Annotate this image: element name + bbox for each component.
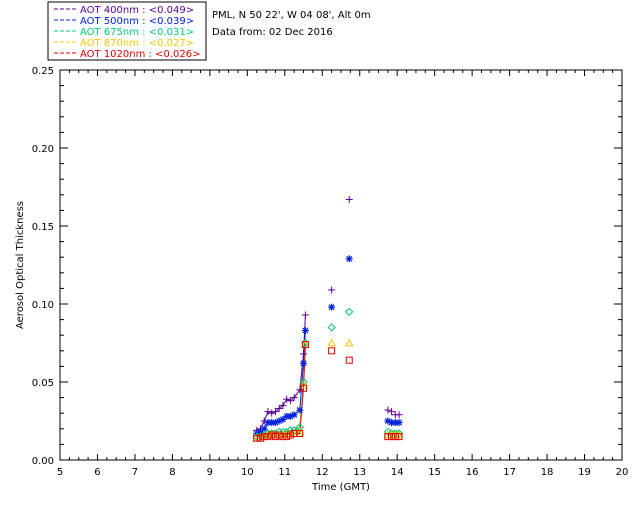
legend-entry: AOT 400nm : <0.049> xyxy=(80,5,194,16)
legend-entry: AOT 675nm : <0.031> xyxy=(80,27,194,38)
data-point-2 xyxy=(274,427,284,437)
data-point-4 xyxy=(256,434,264,442)
data-point-4 xyxy=(271,433,279,441)
data-point-4 xyxy=(283,433,291,441)
y-tick-label: 0.25 xyxy=(32,66,54,77)
data-point-2 xyxy=(282,427,291,437)
data-point-4 xyxy=(395,433,403,441)
data-point-3 xyxy=(394,430,404,439)
data-point-0 xyxy=(328,286,336,294)
data-point-2 xyxy=(391,429,400,438)
data-point-2 xyxy=(394,429,404,438)
data-point-4 xyxy=(345,356,353,364)
x-tick-label: 17 xyxy=(503,467,516,478)
data-point-2 xyxy=(387,429,396,438)
y-tick-label: 0.20 xyxy=(32,144,54,155)
data-point-2 xyxy=(278,427,288,437)
data-point-4 xyxy=(268,431,276,439)
y-tick-label: 0.00 xyxy=(32,456,54,467)
data-point-4 xyxy=(279,433,287,441)
data-point-3 xyxy=(327,338,336,347)
x-tick-label: 6 xyxy=(94,467,100,478)
data-point-1 xyxy=(296,406,304,414)
data-point-0 xyxy=(301,311,309,319)
data-point-0 xyxy=(388,408,396,416)
x-tick-label: 19 xyxy=(578,467,591,478)
data-point-0 xyxy=(345,195,353,203)
date-info-text: Data from: 02 Dec 2016 xyxy=(212,27,333,38)
y-tick-label: 0.10 xyxy=(32,300,54,311)
x-tick-label: 9 xyxy=(207,467,213,478)
x-tick-label: 20 xyxy=(616,467,629,478)
site-info-text: PML, N 50 22', W 04 08', Alt 0m xyxy=(212,10,371,21)
data-point-4 xyxy=(253,434,261,442)
data-point-4 xyxy=(328,347,336,355)
data-point-0 xyxy=(395,411,403,419)
data-point-1 xyxy=(301,327,309,335)
legend-entry: AOT 500nm : <0.039> xyxy=(80,16,194,27)
data-point-0 xyxy=(300,350,308,358)
plot-frame xyxy=(59,69,623,461)
x-tick-label: 14 xyxy=(391,467,404,478)
data-point-0 xyxy=(275,405,283,413)
data-point-0 xyxy=(286,397,294,405)
data-point-0 xyxy=(271,408,279,416)
x-tick-label: 16 xyxy=(466,467,479,478)
data-point-3 xyxy=(282,430,292,439)
x-tick-label: 8 xyxy=(169,467,175,478)
y-tick-label: 0.15 xyxy=(32,222,54,233)
data-point-4 xyxy=(384,433,392,441)
data-point-4 xyxy=(286,431,294,439)
x-tick-label: 12 xyxy=(316,467,329,478)
data-point-1 xyxy=(290,411,298,419)
legend: AOT 400nm : <0.049>AOT 500nm : <0.039>AO… xyxy=(47,1,207,61)
x-tick-label: 15 xyxy=(428,467,441,478)
data-point-0 xyxy=(283,395,291,403)
data-point-2 xyxy=(289,426,299,435)
data-point-0 xyxy=(279,401,287,409)
data-point-4 xyxy=(275,431,283,439)
data-point-3 xyxy=(344,338,354,347)
data-point-4 xyxy=(388,433,396,441)
data-point-4 xyxy=(260,433,268,441)
x-tick-label: 7 xyxy=(132,467,138,478)
x-tick-label: 18 xyxy=(541,467,554,478)
data-point-2 xyxy=(327,323,336,332)
data-point-1 xyxy=(345,255,353,263)
data-point-3 xyxy=(295,427,305,436)
data-point-4 xyxy=(264,433,272,441)
data-point-0 xyxy=(384,406,392,414)
x-tick-label: 10 xyxy=(241,467,254,478)
data-point-4 xyxy=(301,341,309,349)
data-point-4 xyxy=(391,433,399,441)
data-point-2 xyxy=(286,426,295,435)
legend-entry: AOT 1020nm : <0.026> xyxy=(80,49,200,60)
data-point-1 xyxy=(395,419,403,427)
y-tick-label: 0.05 xyxy=(32,378,54,389)
data-point-0 xyxy=(264,408,272,416)
y-axis-title: Aerosol Optical Thickness xyxy=(15,201,26,329)
legend-entry: AOT 870nm : <0.027> xyxy=(80,38,194,49)
data-point-0 xyxy=(268,409,276,417)
data-point-4 xyxy=(300,384,308,392)
series-line-0 xyxy=(256,314,306,431)
x-tick-label: 13 xyxy=(353,467,366,478)
x-axis-title: Time (GMT) xyxy=(311,482,370,493)
x-tick-label: 5 xyxy=(57,467,63,478)
data-point-2 xyxy=(345,307,354,317)
data-point-1 xyxy=(300,359,308,367)
data-point-4 xyxy=(296,429,304,437)
data-point-1 xyxy=(328,303,336,311)
data-point-0 xyxy=(290,394,298,402)
x-tick-label: 11 xyxy=(278,467,291,478)
